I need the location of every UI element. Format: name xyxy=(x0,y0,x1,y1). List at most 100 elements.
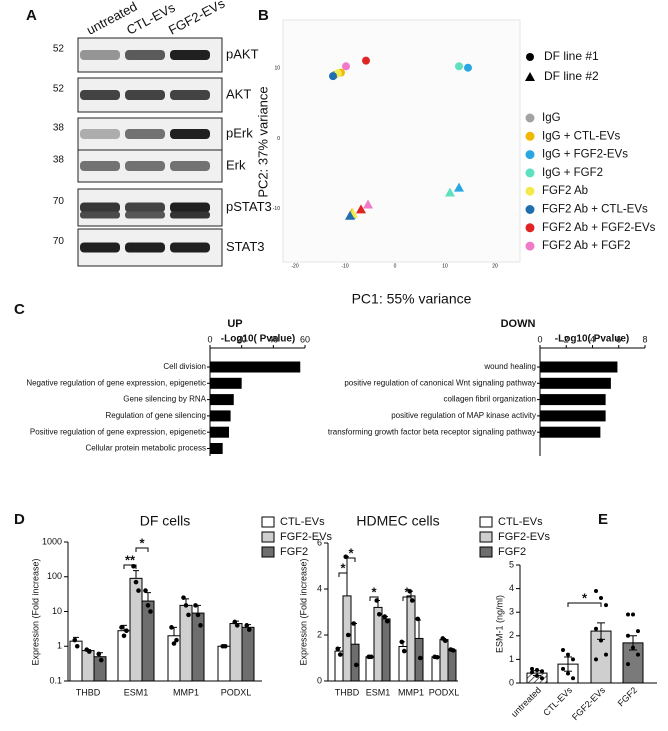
error-bar xyxy=(145,592,151,602)
error-bar xyxy=(133,570,139,579)
point xyxy=(198,623,203,628)
point xyxy=(193,603,198,608)
bar xyxy=(373,606,383,682)
x-tick-label: 40 xyxy=(268,334,278,344)
y-axis-label: ESM-1 (ng/ml) xyxy=(494,595,504,653)
point xyxy=(636,652,640,657)
y-axis-label: PC2: 37% variance xyxy=(255,86,270,197)
point xyxy=(626,633,630,638)
point xyxy=(351,621,357,626)
chart-title: DOWN xyxy=(501,318,536,330)
significance-bracket xyxy=(123,564,137,569)
category-label: Cell division xyxy=(163,362,206,371)
significance-bracket xyxy=(135,547,149,552)
point xyxy=(384,618,390,624)
mw-label: 38 xyxy=(53,123,65,134)
point xyxy=(222,643,228,649)
bar xyxy=(210,410,231,422)
panel-label: B xyxy=(258,7,269,24)
point xyxy=(535,668,539,673)
band xyxy=(170,202,210,213)
bar xyxy=(540,361,618,373)
legend-label: FGF2 Ab xyxy=(542,185,588,197)
significance-label: * xyxy=(371,584,377,599)
point xyxy=(571,657,575,662)
y-tick-label: 0 xyxy=(317,675,322,685)
x-tick-label: 0 xyxy=(207,334,212,344)
bar xyxy=(81,650,95,682)
point xyxy=(604,603,608,608)
bar xyxy=(381,618,391,682)
protein-label: STAT3 xyxy=(226,239,265,254)
y-axis-label: Expression (Fold increase) xyxy=(30,558,40,665)
point xyxy=(169,625,174,630)
point xyxy=(571,676,575,681)
x-tick-label: MMP1 xyxy=(173,687,199,697)
y-tick-label: 1000 xyxy=(42,536,62,546)
x-tick-label: 10 xyxy=(442,263,448,269)
bar xyxy=(342,595,352,682)
panel-label: C xyxy=(14,301,25,318)
point xyxy=(594,626,598,631)
band xyxy=(125,211,165,219)
chart-title: DF cells xyxy=(140,513,191,529)
x-tick-label: PODXL xyxy=(429,687,460,697)
point xyxy=(133,579,139,585)
band xyxy=(170,50,210,60)
significance-bracket xyxy=(338,572,348,577)
legend-swatch xyxy=(479,516,493,528)
point xyxy=(186,612,191,618)
x-tick-label: CTL-EVs xyxy=(541,685,574,718)
category-label: positive regulation of canonical Wnt sig… xyxy=(344,378,536,387)
y-tick-label: 100 xyxy=(47,571,62,581)
protein-label: Erk xyxy=(226,157,246,172)
legend-swatch xyxy=(479,531,493,543)
significance-bracket xyxy=(402,596,412,601)
y-tick-label: 0.1 xyxy=(49,675,62,685)
category-label: Regulation of gene silencing xyxy=(105,411,206,420)
bar xyxy=(210,443,223,454)
bar xyxy=(129,577,143,682)
legend-label: FGF2 Ab + FGF2 xyxy=(542,240,631,252)
point xyxy=(121,633,127,639)
point xyxy=(337,652,343,657)
significance-bracket xyxy=(369,596,379,601)
bar xyxy=(350,643,360,682)
band xyxy=(125,161,165,171)
y-tick-label: 0 xyxy=(277,136,280,142)
x-axis-label: -Log10( Pvalue) xyxy=(555,334,629,345)
mw-label: 70 xyxy=(53,196,65,207)
legend-label: FGF2 Ab + FGF2-EVs xyxy=(542,222,656,234)
panel-label: D xyxy=(14,511,25,528)
band xyxy=(80,202,120,213)
y-tick-label: 5 xyxy=(509,559,514,569)
category-label: Negative regulation of gene expression, … xyxy=(26,378,206,387)
point xyxy=(181,595,186,600)
category-label: Positive regulation of gene expression, … xyxy=(30,427,206,436)
point xyxy=(626,612,630,617)
point xyxy=(171,641,177,646)
point xyxy=(407,589,413,594)
legend-label: IgG xyxy=(542,112,561,124)
bar xyxy=(447,649,457,682)
x-tick-label: 2 xyxy=(564,334,569,344)
point xyxy=(561,666,565,671)
band xyxy=(80,129,120,139)
protein-label: AKT xyxy=(226,86,251,101)
point xyxy=(72,637,78,643)
legend-label: FGF2-EVs xyxy=(498,531,550,543)
point xyxy=(599,596,603,601)
bar xyxy=(540,377,611,389)
legend-marker xyxy=(526,53,534,61)
legend-swatch xyxy=(261,546,275,558)
point xyxy=(530,670,534,675)
point xyxy=(368,654,374,660)
point xyxy=(445,187,455,197)
legend-swatch xyxy=(261,516,275,528)
point xyxy=(450,648,456,653)
x-tick-label: FGF2-EVs xyxy=(570,685,607,722)
legend-swatch xyxy=(525,205,535,214)
y-tick-label: 1 xyxy=(509,654,514,664)
point xyxy=(540,676,544,681)
x-tick-label: ESM1 xyxy=(124,687,149,697)
